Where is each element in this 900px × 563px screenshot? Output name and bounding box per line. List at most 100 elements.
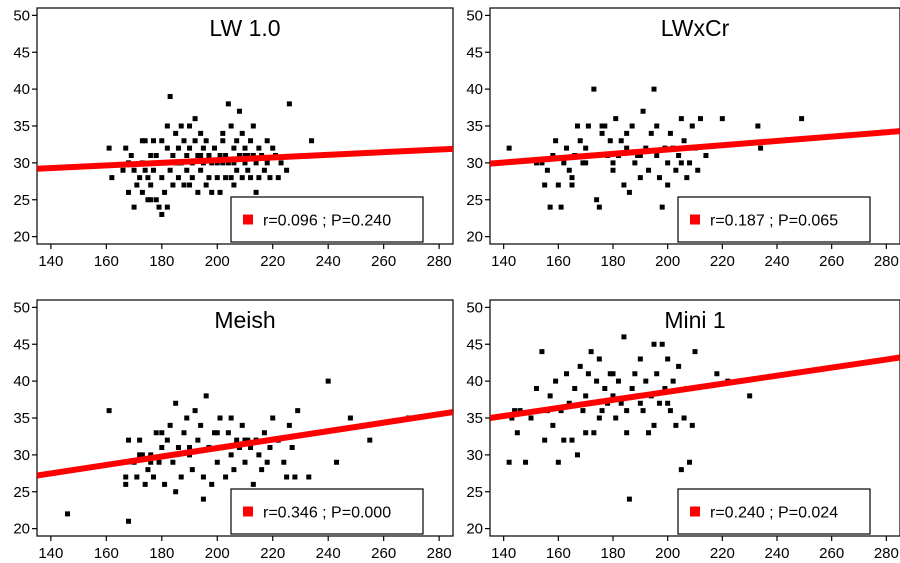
data-point <box>189 467 195 473</box>
data-point <box>234 437 240 443</box>
y-tick-label: 25 <box>466 484 483 501</box>
data-point <box>134 182 140 188</box>
data-point <box>225 101 231 107</box>
y-tick-label: 50 <box>466 7 483 24</box>
data-point <box>654 371 660 377</box>
data-point <box>223 153 229 158</box>
data-point <box>533 386 539 391</box>
data-point <box>264 138 270 144</box>
data-point <box>585 123 591 129</box>
data-point <box>234 167 240 173</box>
trend-line <box>37 409 453 479</box>
data-point <box>267 175 273 181</box>
data-point <box>613 116 619 122</box>
data-point <box>610 393 616 399</box>
data-point <box>618 400 624 406</box>
data-point <box>239 175 245 181</box>
data-point <box>681 138 687 144</box>
data-point <box>248 445 254 450</box>
data-point <box>148 459 154 465</box>
scatter-panel: 20 25 30 35 40 45 50 140 160 180 200 220 240 260 280 LW… <box>13 7 454 270</box>
data-point <box>306 474 312 480</box>
data-point <box>148 182 154 188</box>
data-point <box>591 430 597 436</box>
data-point <box>594 378 600 384</box>
data-point <box>295 408 301 414</box>
data-point <box>242 459 248 465</box>
data-point <box>689 123 695 129</box>
y-tick-label: 45 <box>13 336 30 353</box>
data-point <box>198 422 204 428</box>
data-point <box>250 123 256 129</box>
data-point <box>206 175 212 181</box>
data-point <box>228 123 234 129</box>
data-point <box>245 153 251 158</box>
data-point <box>209 189 215 195</box>
data-point <box>687 160 693 166</box>
x-tick-label: 280 <box>427 253 452 270</box>
data-point <box>621 334 627 340</box>
x-tick-label: 140 <box>38 253 63 270</box>
x-tick-label: 260 <box>819 253 844 270</box>
data-point <box>253 160 259 166</box>
data-point <box>689 422 695 428</box>
y-tick-label: 50 <box>466 299 483 316</box>
data-point <box>665 356 671 362</box>
data-point <box>175 145 181 151</box>
data-point <box>544 167 550 173</box>
data-point <box>577 363 583 369</box>
x-tick-label: 220 <box>710 545 735 562</box>
data-point <box>253 189 259 195</box>
data-point <box>613 415 619 421</box>
data-point <box>602 386 608 391</box>
data-point <box>632 371 638 377</box>
data-point <box>673 167 679 173</box>
data-point <box>542 182 548 188</box>
data-point <box>561 160 567 166</box>
legend-label: r=0.187 ; P=0.065 <box>710 213 838 230</box>
data-point <box>646 430 652 436</box>
data-point <box>142 138 148 144</box>
x-tick-label: 160 <box>546 545 571 562</box>
data-point <box>651 341 657 347</box>
data-point <box>187 145 193 151</box>
data-point <box>602 123 608 129</box>
data-point <box>624 130 630 136</box>
data-point <box>635 153 641 158</box>
data-point <box>156 459 162 465</box>
data-point <box>150 138 156 144</box>
y-tick-label: 35 <box>13 118 30 135</box>
data-point <box>239 422 245 428</box>
data-point <box>676 153 682 158</box>
data-point <box>289 445 295 450</box>
y-tick-label: 30 <box>466 447 483 464</box>
data-point <box>640 408 646 414</box>
x-tick-label: 180 <box>149 545 174 562</box>
data-point <box>629 386 635 391</box>
data-point <box>142 167 148 173</box>
data-point <box>651 86 657 92</box>
data-point <box>187 123 193 129</box>
data-point <box>681 415 687 421</box>
data-point <box>192 408 198 414</box>
y-tick-label: 35 <box>466 410 483 427</box>
data-point <box>610 371 616 377</box>
data-point <box>572 386 578 391</box>
data-point <box>550 422 556 428</box>
x-tick-label: 180 <box>600 253 625 270</box>
data-point <box>615 378 621 384</box>
data-point <box>558 408 564 414</box>
data-point <box>599 123 605 129</box>
data-point <box>626 189 632 195</box>
data-point <box>256 452 262 458</box>
data-point <box>719 116 725 122</box>
data-point <box>569 175 575 181</box>
data-point <box>217 415 223 421</box>
data-point <box>162 189 168 195</box>
data-point <box>528 415 534 421</box>
data-point <box>259 467 265 473</box>
data-point <box>506 459 512 465</box>
x-tick-label: 160 <box>94 253 119 270</box>
data-point <box>167 94 173 99</box>
data-point <box>714 371 720 377</box>
